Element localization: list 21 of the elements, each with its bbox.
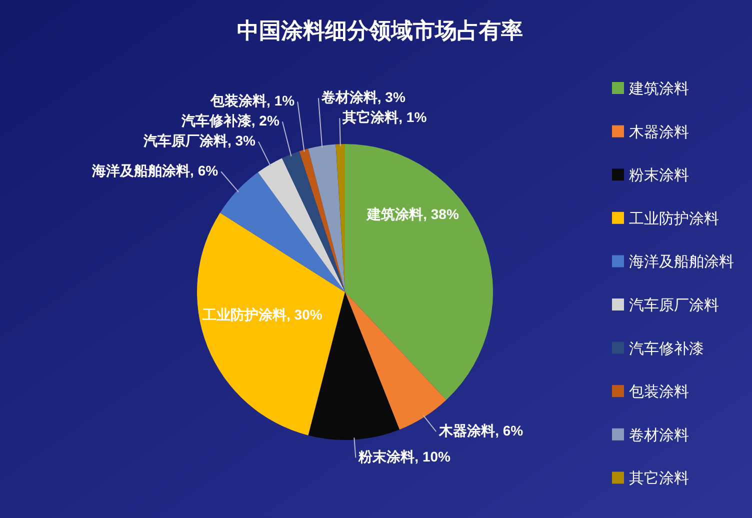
legend-label: 卷材涂料 bbox=[629, 426, 689, 444]
data-label: 卷材涂料, 3% bbox=[321, 89, 406, 106]
data-label: 海洋及船舶涂料, 6% bbox=[92, 162, 218, 179]
data-label: 木器涂料, 6% bbox=[439, 422, 524, 439]
data-label: 包装涂料, 1% bbox=[210, 92, 295, 109]
data-label: 其它涂料, 1% bbox=[342, 109, 427, 126]
legend-label: 建筑涂料 bbox=[629, 80, 689, 98]
legend-label: 工业防护涂料 bbox=[629, 210, 719, 228]
legend-label: 海洋及船舶涂料 bbox=[629, 254, 734, 271]
data-label: 粉末涂料, 10% bbox=[358, 448, 450, 465]
chart-title: 中国涂料细分领域市场占有率 bbox=[237, 18, 523, 43]
data-label: 汽车原厂涂料, 3% bbox=[143, 132, 256, 149]
data-label: 汽车修补漆, 2% bbox=[181, 112, 280, 129]
legend-label: 汽车修补漆 bbox=[629, 340, 704, 358]
legend-label: 其它涂料 bbox=[629, 470, 689, 488]
data-label: 建筑涂料, 38% bbox=[367, 206, 459, 222]
legend-label: 粉末涂料 bbox=[629, 167, 689, 184]
legend-label: 包装涂料 bbox=[629, 384, 689, 401]
legend-label: 汽车原厂涂料 bbox=[629, 297, 719, 314]
legend-label: 木器涂料 bbox=[629, 124, 689, 141]
data-label: 工业防护涂料, 30% bbox=[202, 306, 322, 323]
